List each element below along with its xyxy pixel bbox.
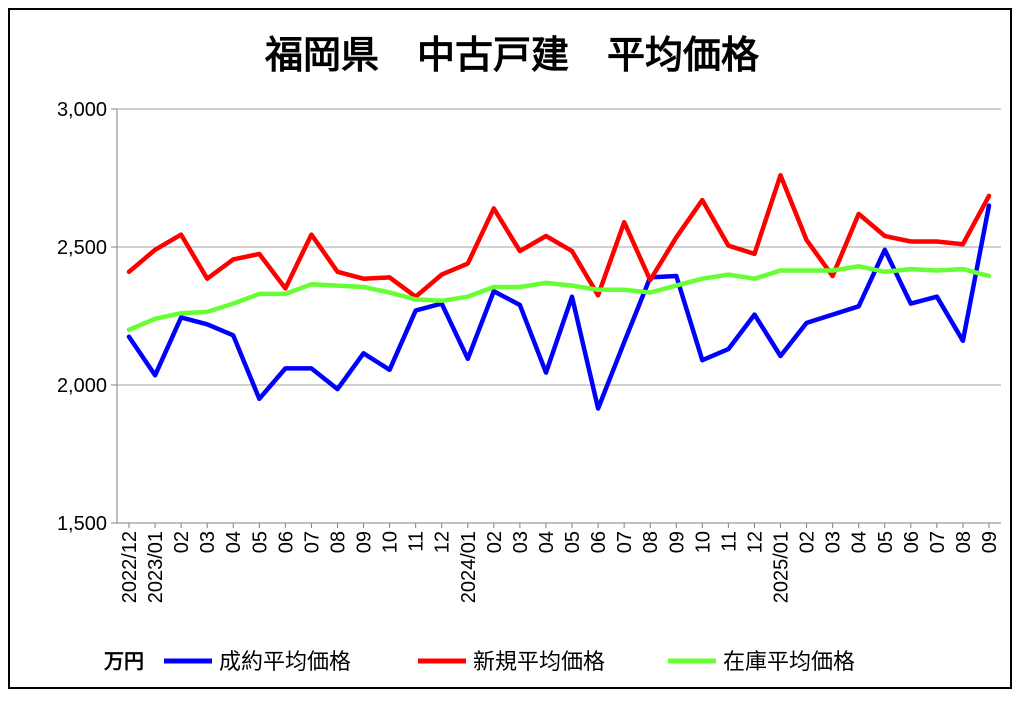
x-tick-label: 04 [536, 531, 558, 553]
x-tick-label: 2022/12 [119, 531, 141, 603]
x-tick-label: 08 [327, 531, 349, 553]
legend-label: 新規平均価格 [473, 650, 605, 675]
x-tick-label: 04 [849, 531, 871, 553]
y-tick-labels: 3,000 2,500 2,000 1,500 [57, 99, 107, 535]
x-tick-label: 08 [953, 531, 975, 553]
x-tick-label: 03 [197, 531, 219, 553]
x-tick-label: 12 [432, 531, 454, 553]
legend: 万円 成約平均価格 新規平均価格 在庫平均価格 [103, 649, 855, 675]
x-tick-label: 09 [354, 531, 376, 553]
series-line [126, 172, 992, 299]
y-tick-label: 1,500 [57, 513, 107, 535]
x-tick-label: 02 [171, 531, 193, 553]
x-tick-label: 06 [588, 531, 610, 553]
y-tick-label: 2,500 [57, 237, 107, 259]
x-tick-label: 09 [666, 531, 688, 553]
x-tick-labels: 2022/12 2023/01 02 03 04 05 06 07 08 09 10 11 12 2024… [119, 523, 1001, 603]
x-tick-label: 02 [484, 531, 506, 553]
x-tick-label: 11 [718, 531, 740, 552]
x-tick-label: 10 [380, 531, 402, 553]
x-tick-label: 05 [875, 531, 897, 553]
x-tick-label: 2024/01 [458, 531, 480, 603]
axes [116, 109, 1001, 524]
x-tick-label: 06 [275, 531, 297, 553]
x-tick-label: 02 [797, 531, 819, 553]
y-tick-label: 3,000 [57, 99, 107, 121]
legend-label: 成約平均価格 [219, 650, 351, 675]
x-tick-label: 05 [562, 531, 584, 553]
x-tick-label: 07 [614, 531, 636, 553]
grid-lines [111, 108, 1001, 524]
x-tick-label: 12 [744, 531, 766, 553]
x-tick-label: 10 [692, 531, 714, 553]
x-tick-label: 03 [823, 531, 845, 553]
x-tick-label: 2025/01 [771, 531, 793, 603]
x-tick-label: 06 [901, 531, 923, 553]
x-tick-label: 07 [927, 531, 949, 553]
series-line [126, 264, 992, 333]
x-tick-label: 11 [406, 531, 428, 552]
x-tick-label: 09 [979, 531, 1001, 553]
unit-label: 万円 [103, 649, 144, 673]
y-tick-label: 2,000 [57, 375, 107, 397]
legend-label: 在庫平均価格 [723, 650, 855, 675]
chart-title: 福岡県 中古戸建 平均価格 [264, 33, 760, 77]
series-lines [126, 172, 992, 411]
x-tick-label: 05 [249, 531, 271, 553]
x-tick-label: 03 [510, 531, 532, 553]
x-tick-label: 08 [640, 531, 662, 553]
chart-frame [8, 8, 1012, 689]
x-tick-label: 07 [301, 531, 323, 553]
series-line [126, 203, 992, 411]
x-tick-label: 04 [223, 531, 245, 553]
x-tick-label: 2023/01 [145, 531, 167, 603]
